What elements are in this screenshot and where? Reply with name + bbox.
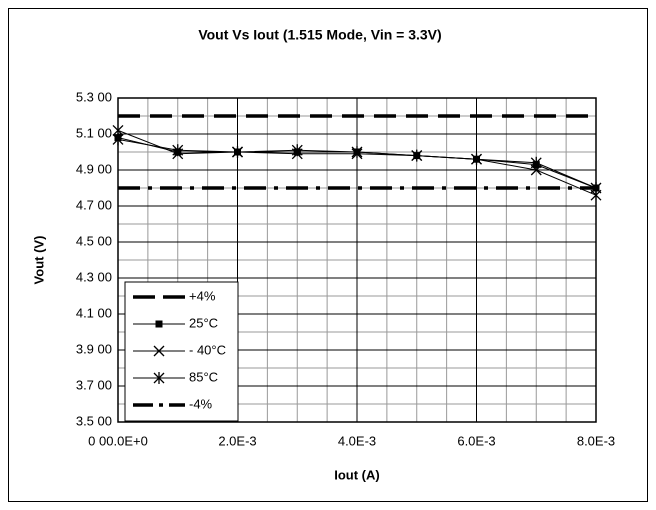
x-tick-label: 8.0E-3 <box>577 433 615 448</box>
marker <box>112 133 124 146</box>
y-tick-label: 4.3 00 <box>76 269 112 284</box>
legend-label: - 40°C <box>189 342 226 357</box>
x-tick-label: 4.0E-3 <box>338 433 376 448</box>
y-tick-label: 5.3 00 <box>76 89 112 104</box>
marker <box>153 372 165 384</box>
marker <box>411 149 423 162</box>
marker <box>155 320 163 328</box>
y-tick-label: 3.5 00 <box>76 413 112 428</box>
chart-title: Vout Vs Iout (1.515 Mode, Vin = 3.3V) <box>198 27 441 43</box>
x-axis-label: Iout (A) <box>334 467 379 482</box>
y-tick-label: 3.7 00 <box>76 377 112 392</box>
marker <box>291 144 303 157</box>
x-tick-label: 6.0E-3 <box>457 433 495 448</box>
marker-stroke <box>153 345 165 357</box>
marker <box>530 156 542 169</box>
plot-border <box>117 97 597 423</box>
marker <box>471 153 482 166</box>
y-axis-label: Vout (V) <box>31 236 46 285</box>
y-tick-label: 4.1 00 <box>76 305 112 320</box>
y-tick-label: 4.7 00 <box>76 197 112 212</box>
legend-label: -4% <box>189 396 213 411</box>
x-tick-label: 2.0E-3 <box>218 433 256 448</box>
legend-label: +4% <box>189 288 216 303</box>
y-tick-label: 5.1 00 <box>76 125 112 140</box>
y-tick-label: 4.9 00 <box>76 161 112 176</box>
marker <box>112 124 124 136</box>
marker <box>232 146 243 158</box>
marker-stroke <box>112 124 124 136</box>
marker <box>153 345 165 357</box>
y-tick-label: 3.9 00 <box>76 341 112 356</box>
y-tick-label: 4.5 00 <box>76 233 112 248</box>
marker-square <box>155 320 163 328</box>
marker <box>351 146 363 158</box>
legend-label: 85°C <box>189 369 218 384</box>
marker <box>172 144 184 157</box>
legend-label: 25°C <box>189 315 218 330</box>
x-tick-label: 0 00.0E+0 <box>88 433 148 448</box>
